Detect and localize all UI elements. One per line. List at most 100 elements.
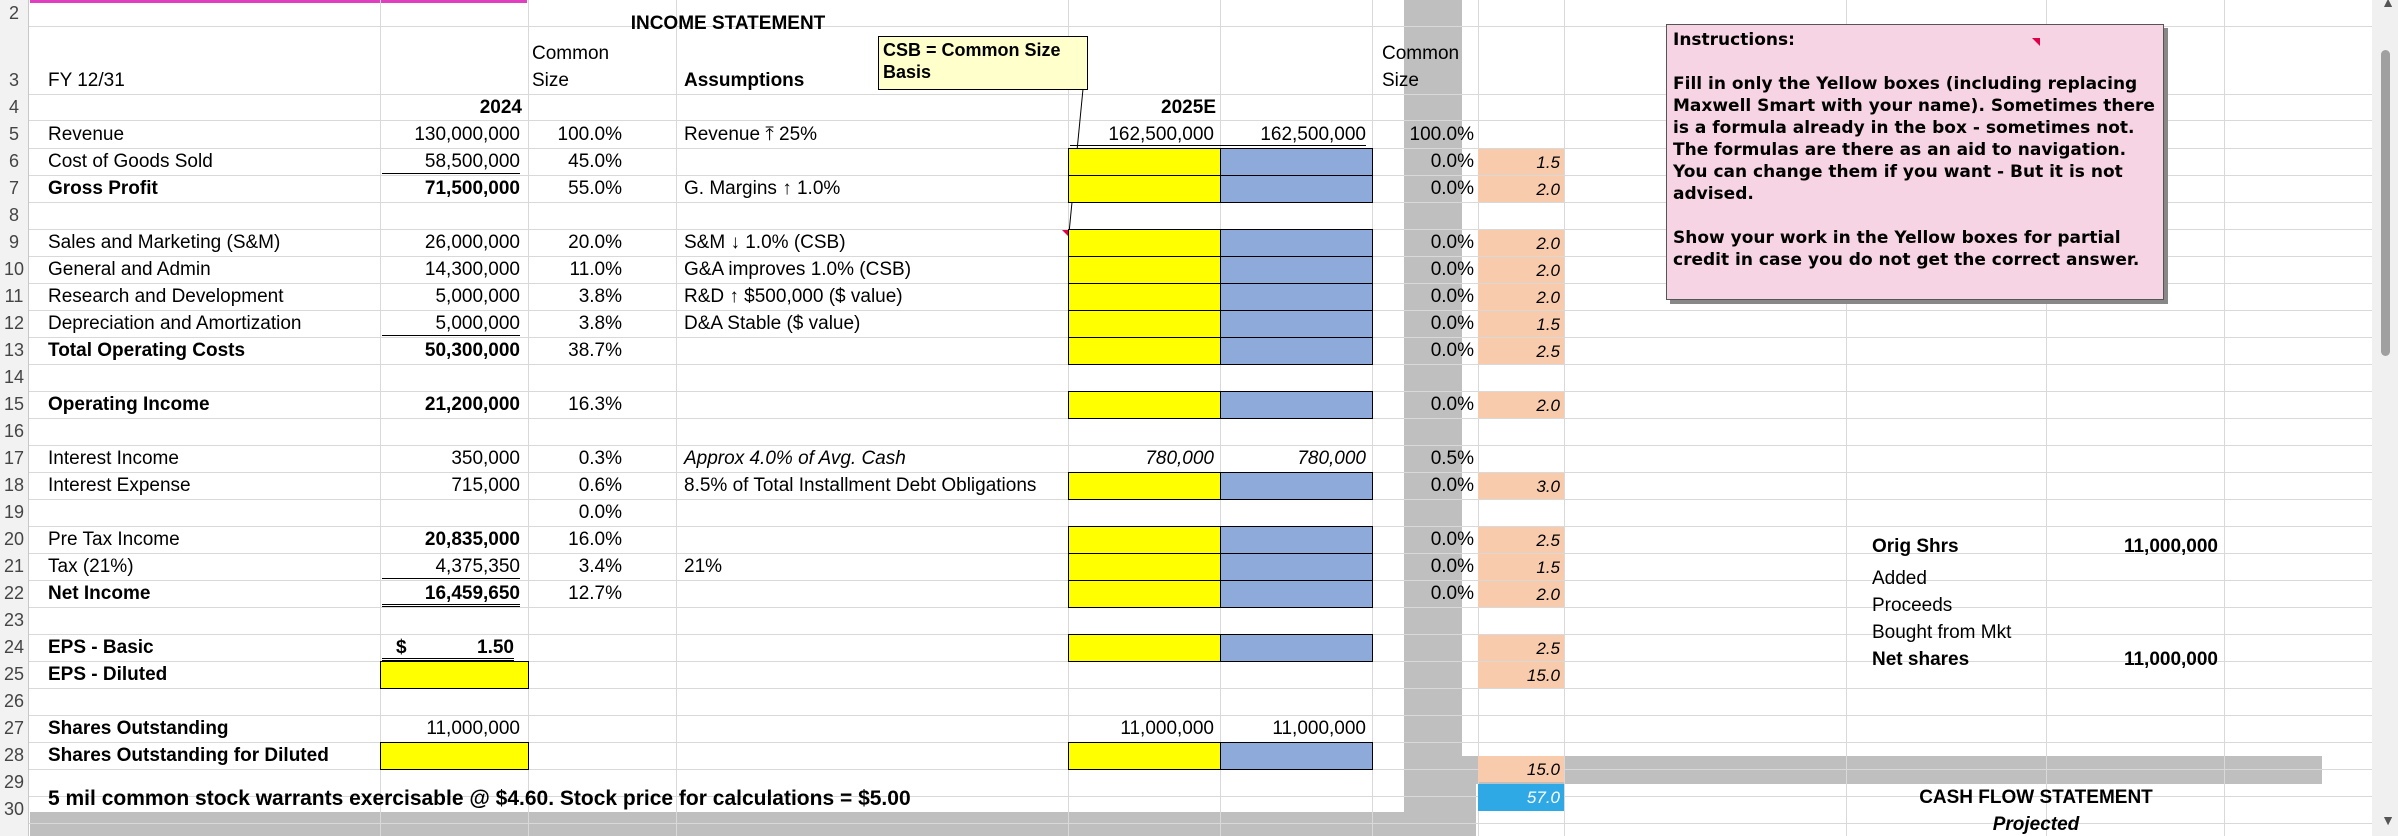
cell-2024-da[interactable]: 5,000,000 (382, 310, 520, 336)
input-2025e-da[interactable] (1068, 310, 1221, 338)
input-2025e-epsb[interactable] (1068, 634, 1221, 662)
blue-cell-ga[interactable] (1220, 256, 1373, 284)
points-ga[interactable]: 2.0 (1536, 261, 1560, 280)
points-cell[interactable] (1478, 581, 1564, 607)
row-label-intexp[interactable]: Interest Expense (48, 475, 191, 496)
cash-flow-title[interactable]: CASH FLOW STATEMENT (1919, 787, 2153, 808)
cell-2024-revenue[interactable]: 130,000,000 (414, 124, 520, 145)
label-bought-from-mkt[interactable]: Bought from Mkt (1872, 622, 2012, 643)
row-label-sm[interactable]: Sales and Marketing (S&M) (48, 232, 281, 253)
cell-cs-toc[interactable]: 38.7% (568, 340, 622, 361)
cell-cs-pretax[interactable]: 16.0% (568, 529, 622, 550)
cell-cs2-revenue[interactable]: 100.0% (1409, 124, 1474, 145)
row-number[interactable]: 9 (8, 232, 19, 252)
blue-cell-tax[interactable] (1220, 553, 1373, 581)
input-2025e-ga[interactable] (1068, 256, 1221, 284)
cash-flow-projected[interactable]: Projected (1992, 814, 2080, 835)
row-number[interactable]: 27 (3, 718, 25, 738)
points-cell[interactable] (1478, 149, 1564, 175)
points-cell[interactable] (1478, 473, 1564, 499)
cell-cs2-ga[interactable]: 0.0% (1430, 259, 1474, 280)
cell-assump-intinc[interactable]: Approx 4.0% of Avg. Cash (684, 448, 906, 469)
points-cell[interactable] (1478, 311, 1564, 337)
row-number[interactable]: 30 (3, 799, 25, 819)
row-label-sharesd[interactable]: Shares Outstanding for Diluted (48, 745, 329, 766)
input-2024-sharesd[interactable] (380, 742, 529, 770)
cell-cs-intinc[interactable]: 0.3% (578, 448, 622, 469)
cell-cs2-opinc[interactable]: 0.0% (1430, 394, 1474, 415)
total-points-cell[interactable] (1478, 784, 1564, 811)
row-label-toc[interactable]: Total Operating Costs (48, 340, 246, 361)
cell-cs-revenue[interactable]: 100.0% (557, 124, 622, 145)
points-cell[interactable] (1478, 554, 1564, 580)
row-number[interactable]: 29 (3, 772, 25, 792)
points-tax[interactable]: 1.5 (1536, 558, 1560, 577)
blue-cell-intexp[interactable] (1220, 472, 1373, 500)
row-number[interactable]: 25 (3, 664, 25, 684)
value-orig-shrs[interactable]: 11,000,000 (2123, 536, 2218, 557)
blue-cell-netinc[interactable] (1220, 580, 1373, 608)
value-net-shares[interactable]: 11,000,000 (2123, 649, 2218, 670)
row-label-epsd[interactable]: EPS - Diluted (48, 664, 168, 685)
blue-cell-sharesd[interactable] (1220, 742, 1373, 770)
row-label-cogs[interactable]: Cost of Goods Sold (48, 151, 213, 172)
cell-2024-tax[interactable]: 4,375,350 (382, 553, 520, 579)
cell-cs2-rd[interactable]: 0.0% (1430, 286, 1474, 307)
points-cell[interactable] (1478, 257, 1564, 283)
cell-assump-tax[interactable]: 21% (684, 556, 723, 577)
row-label-rd[interactable]: Research and Development (48, 286, 284, 307)
blue-cell-epsb[interactable] (1220, 634, 1373, 662)
input-2025e-netinc[interactable] (1068, 580, 1221, 608)
points-cogs[interactable]: 1.5 (1536, 153, 1560, 172)
row-number[interactable]: 26 (3, 691, 25, 711)
row-label-ga[interactable]: General and Admin (48, 259, 211, 280)
input-2025e-toc[interactable] (1068, 337, 1221, 365)
input-2025e-pretax[interactable] (1068, 526, 1221, 554)
points-intexp[interactable]: 3.0 (1536, 477, 1560, 496)
row-number[interactable]: 19 (3, 502, 25, 522)
row-number[interactable]: 4 (8, 97, 19, 117)
row-number[interactable]: 18 (3, 475, 25, 495)
row-number[interactable]: 24 (3, 637, 25, 657)
cell-2024-shares[interactable]: 11,000,000 (426, 718, 520, 739)
points-rd[interactable]: 2.0 (1536, 288, 1560, 307)
cell-cs2-tax[interactable]: 0.0% (1430, 556, 1474, 577)
cell-cs-r19[interactable]: 0.0% (578, 502, 622, 523)
fy-label[interactable]: FY 12/31 (48, 70, 125, 91)
row-number[interactable]: 10 (3, 259, 25, 279)
cell-cs-intexp[interactable]: 0.6% (578, 475, 622, 496)
points-epsd[interactable]: 15.0 (1526, 666, 1560, 685)
cell-2024-opinc[interactable]: 21,200,000 (424, 394, 520, 415)
cell-cs2-netinc[interactable]: 0.0% (1430, 583, 1474, 604)
cell-2024-cogs[interactable]: 58,500,000 (382, 148, 520, 174)
row-number[interactable]: 14 (3, 367, 25, 387)
points-cell[interactable] (1478, 176, 1564, 202)
points-pretax[interactable]: 2.5 (1536, 531, 1560, 550)
row-number[interactable]: 11 (4, 286, 24, 306)
scroll-down-icon[interactable]: ▼ (2381, 812, 2395, 828)
row-label-tax[interactable]: Tax (21%) (48, 556, 134, 577)
total-points[interactable]: 57.0 (1526, 788, 1560, 807)
cell-blue-shares[interactable]: 11,000,000 (1272, 718, 1366, 739)
row-label-intinc[interactable]: Interest Income (48, 448, 179, 469)
blue-cell-pretax[interactable] (1220, 526, 1373, 554)
cell-cs-ga[interactable]: 11.0% (569, 259, 622, 280)
points-cell[interactable] (1478, 392, 1564, 418)
cell-cs2-intexp[interactable]: 0.0% (1430, 475, 1474, 496)
points-sm[interactable]: 2.0 (1536, 234, 1560, 253)
blue-cell-gross[interactable] (1220, 175, 1373, 203)
cell-cs-cogs[interactable]: 45.0% (568, 151, 622, 172)
row-label-shares[interactable]: Shares Outstanding (48, 718, 229, 739)
cell-2025e-shares[interactable]: 11,000,000 (1120, 718, 1214, 739)
cell-assump-ga[interactable]: G&A improves 1.0% (CSB) (684, 259, 912, 280)
year-2025e-header[interactable]: 2025E (1161, 97, 1216, 118)
cell-2024-pretax[interactable]: 20,835,000 (424, 529, 520, 550)
cell-2024-sm[interactable]: 26,000,000 (424, 232, 520, 253)
cell-cs-netinc[interactable]: 12.7% (568, 583, 622, 604)
points-cell[interactable] (1478, 284, 1564, 310)
warrants-note[interactable]: 5 mil common stock warrants exercisable … (48, 787, 911, 810)
input-2025e-gross[interactable] (1068, 175, 1221, 203)
row-number[interactable]: 22 (3, 583, 25, 603)
cell-cs2-gross[interactable]: 0.0% (1430, 178, 1474, 199)
